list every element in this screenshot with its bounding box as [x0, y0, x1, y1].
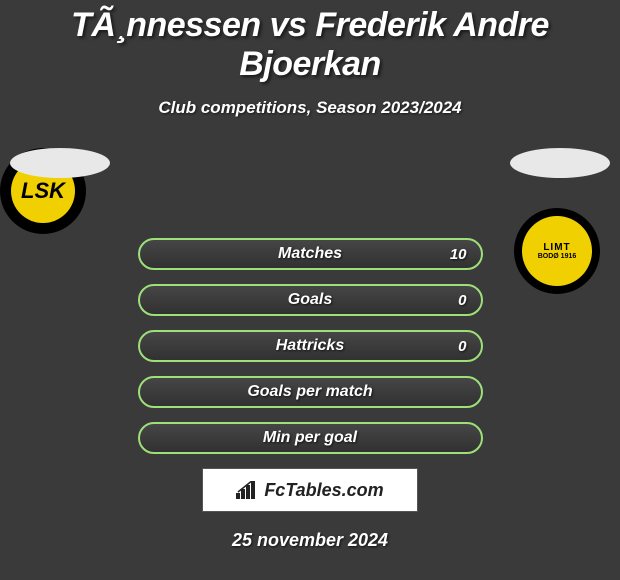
- stat-label: Min per goal: [263, 429, 357, 447]
- club-right-mid-text: BODØ 1916: [538, 253, 577, 260]
- stat-right-value: 0: [458, 338, 466, 355]
- club-right-top-text: LIMT: [543, 242, 570, 253]
- stat-label: Matches: [278, 245, 342, 263]
- stat-label: Goals: [288, 291, 332, 309]
- brand-box[interactable]: FcTables.com: [202, 468, 418, 512]
- player-left-avatar: [10, 148, 110, 178]
- page-subtitle: Club competitions, Season 2023/2024: [0, 98, 620, 118]
- chart-icon: [236, 481, 258, 499]
- brand-text: FcTables.com: [264, 480, 383, 501]
- stat-row-min-per-goal: Min per goal: [138, 422, 483, 454]
- stat-row-goals: Goals 0: [138, 284, 483, 316]
- stat-label: Hattricks: [276, 337, 344, 355]
- stats-bars: Matches 10 Goals 0 Hattricks 0 Goals per…: [138, 234, 483, 454]
- stat-right-value: 10: [450, 246, 467, 263]
- stat-row-goals-per-match: Goals per match: [138, 376, 483, 408]
- page-title: TÃ¸nnessen vs Frederik Andre Bjoerkan: [0, 0, 620, 84]
- stat-label: Goals per match: [247, 383, 372, 401]
- stat-right-value: 0: [458, 292, 466, 309]
- stat-row-matches: Matches 10: [138, 238, 483, 270]
- comparison-panel: LSK LIMT BODØ 1916 Matches 10 Goals 0 Ha…: [0, 148, 620, 551]
- club-right-logo: LIMT BODØ 1916: [514, 208, 600, 294]
- club-right-inner: LIMT BODØ 1916: [522, 216, 592, 286]
- date-text: 25 november 2024: [0, 530, 620, 551]
- stat-row-hattricks: Hattricks 0: [138, 330, 483, 362]
- player-right-avatar: [510, 148, 610, 178]
